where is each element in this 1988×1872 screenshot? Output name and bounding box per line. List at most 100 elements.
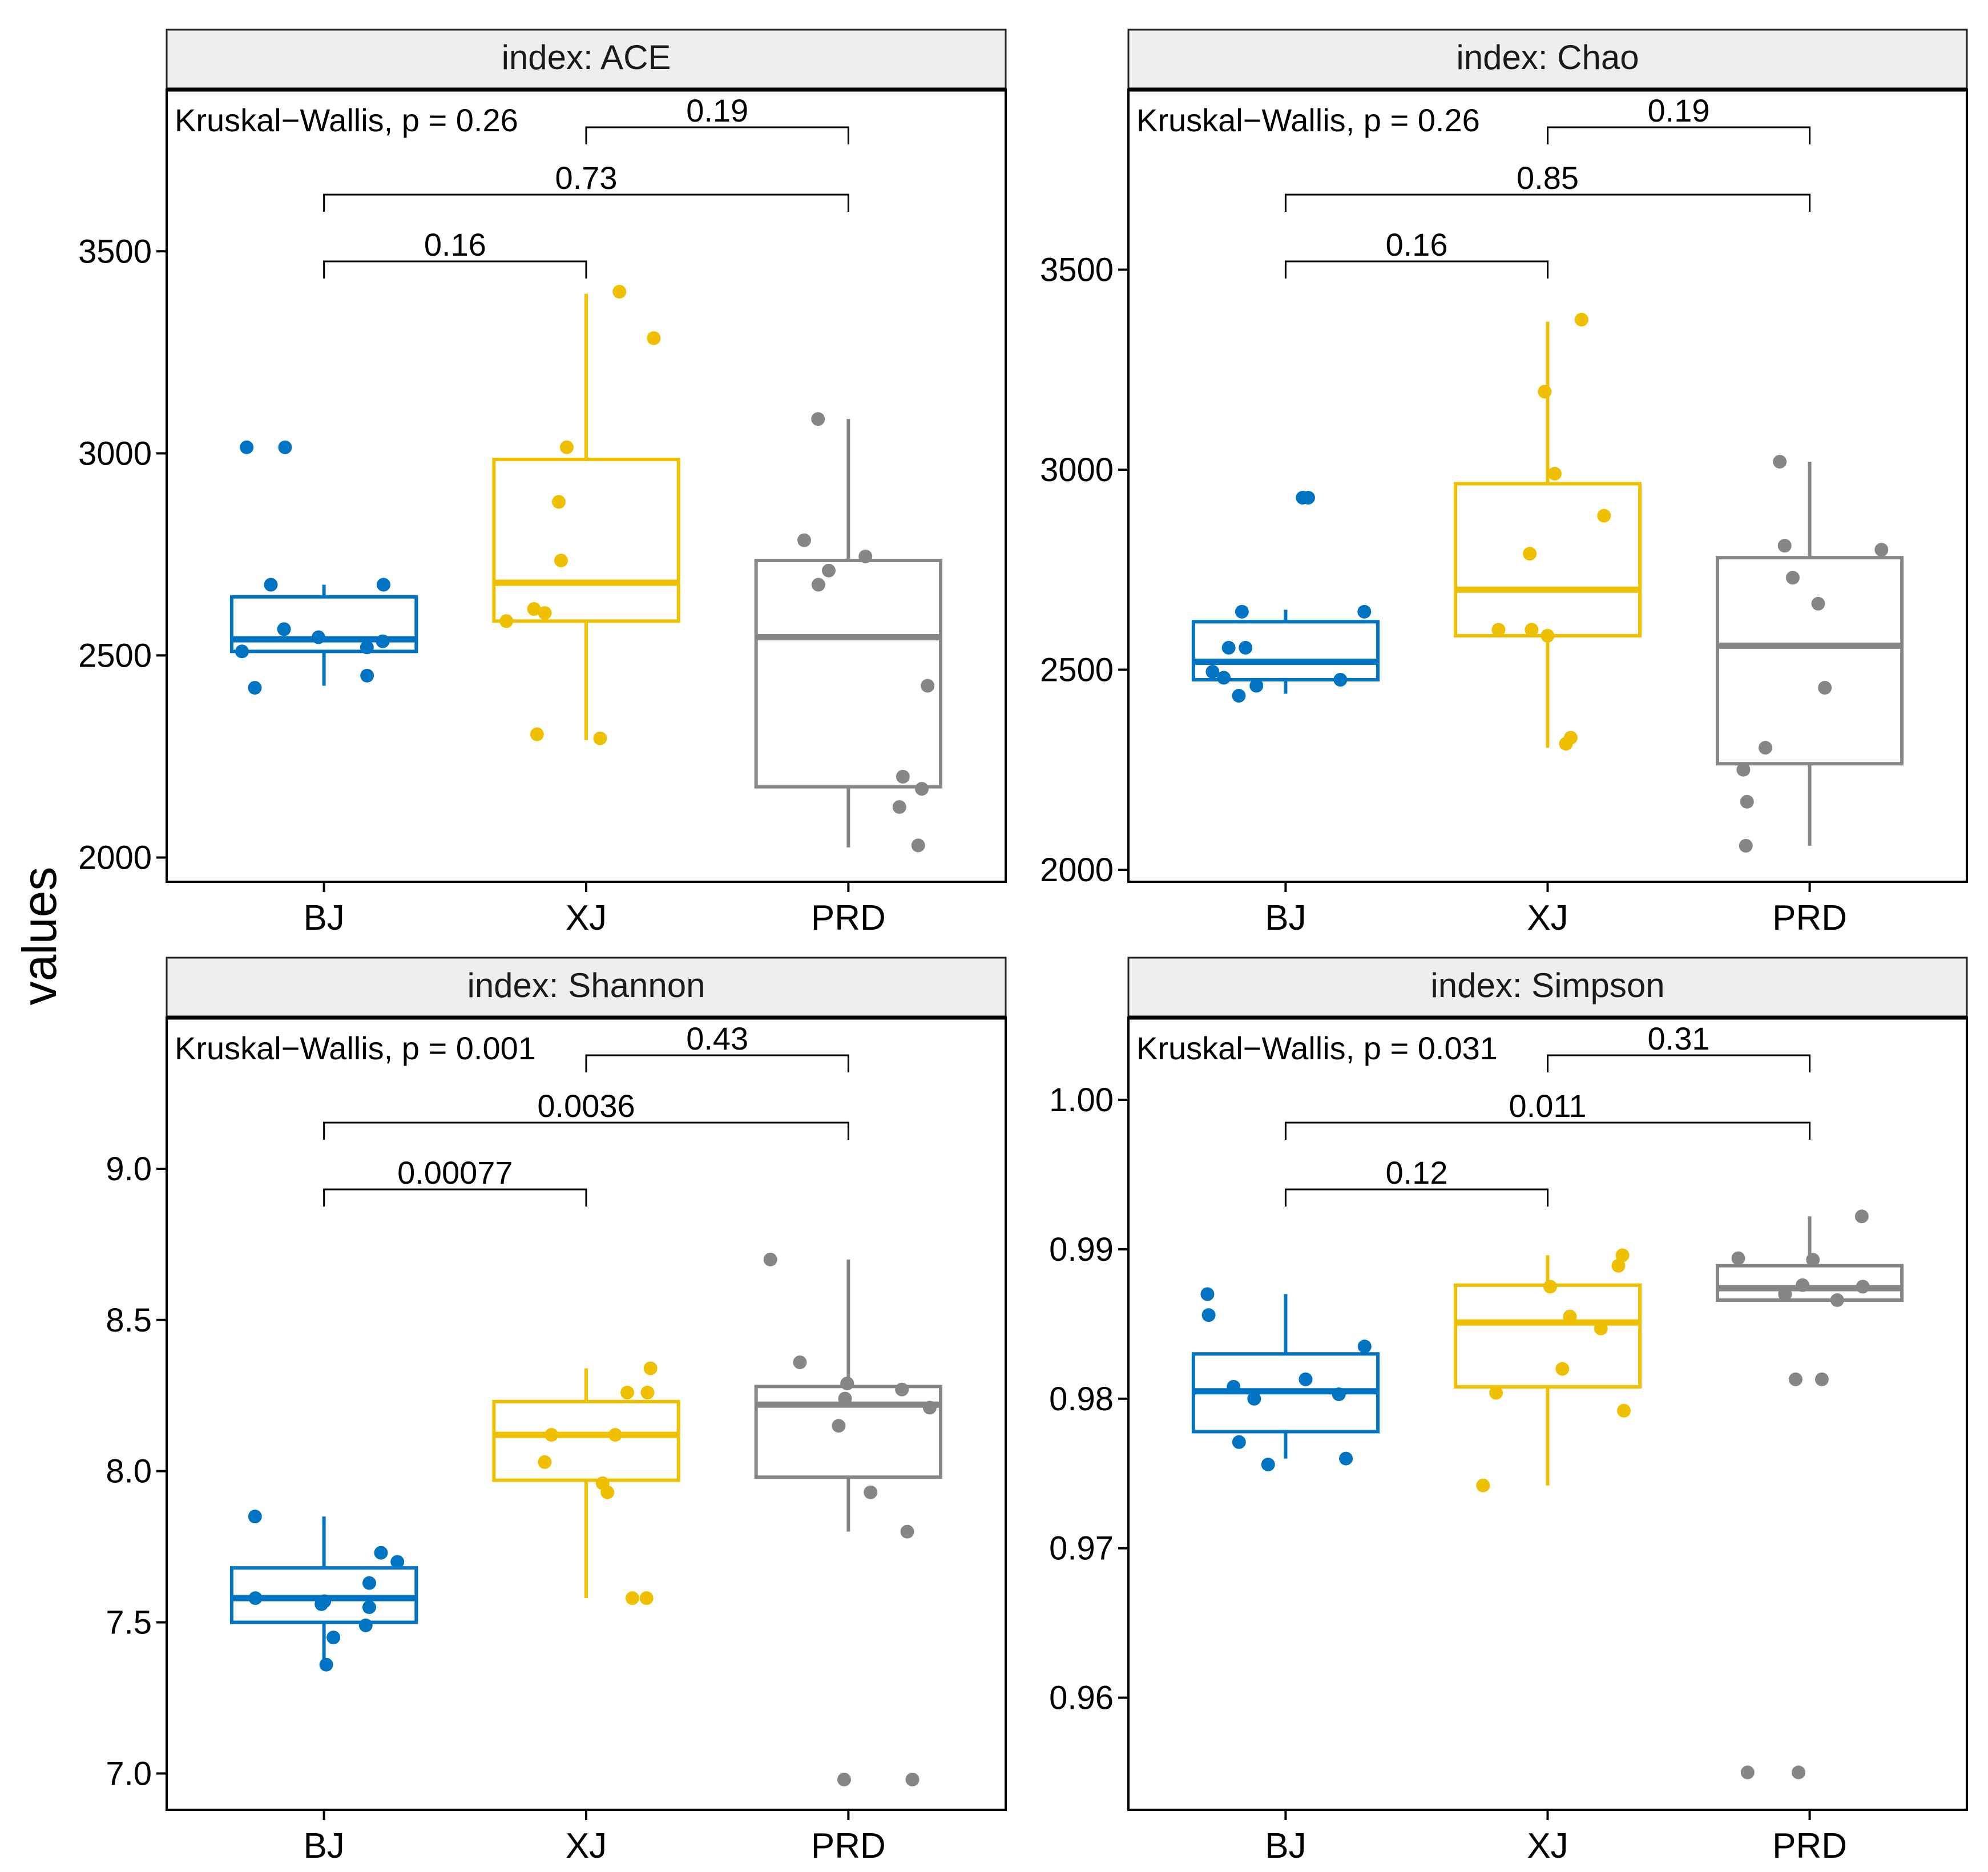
comparison-p-value: 0.00077 (397, 1155, 513, 1191)
data-point (1740, 794, 1754, 809)
strip-title: index: Shannon (467, 966, 705, 1004)
facet-panel-3: index: Shannon 7.0 7.5 8.0 8.5 9.0 BJ XJ PRD Krus… (106, 957, 1007, 1866)
comparison-bracket (1547, 1054, 1811, 1072)
data-point (1736, 762, 1751, 777)
data-point (1249, 679, 1264, 693)
data-point (527, 602, 541, 616)
y-tick-label: 2500 (78, 637, 152, 674)
data-point (895, 1382, 909, 1397)
comparison-bracket (323, 1188, 587, 1207)
data-point (545, 1428, 559, 1442)
facet-panel-4: index: Simpson 0.96 0.97 0.98 0.99 1.00 BJ XJ PR… (1049, 957, 1968, 1866)
data-point (1785, 571, 1800, 585)
y-tick-label: 3500 (1040, 251, 1114, 288)
data-point (837, 1773, 851, 1787)
data-point (376, 634, 390, 648)
data-point (235, 644, 249, 659)
x-category-label: PRD (811, 1826, 886, 1866)
comparison-bracket (1284, 260, 1549, 279)
data-point (1232, 1435, 1246, 1449)
data-point (1333, 672, 1348, 687)
comparison-bracket (323, 1121, 849, 1140)
comparison-bracket (585, 1054, 849, 1072)
data-point (248, 1591, 263, 1605)
data-point (1525, 623, 1539, 637)
y-tick-label: 9.0 (106, 1151, 152, 1188)
data-point (797, 533, 811, 547)
comparison-bracket (323, 260, 587, 279)
data-point (922, 1401, 937, 1415)
data-point (1221, 640, 1236, 655)
data-point (620, 1385, 635, 1399)
data-point (1200, 1287, 1215, 1301)
data-point (840, 1377, 854, 1391)
data-point (1538, 385, 1552, 399)
data-point (915, 782, 929, 796)
data-point (1247, 1391, 1261, 1406)
y-tick-label: 8.0 (106, 1453, 152, 1490)
strip-header (1127, 957, 1968, 1019)
data-point (538, 606, 552, 620)
data-point (1239, 640, 1253, 655)
data-point (360, 668, 374, 683)
data-point (240, 440, 254, 454)
data-point (921, 679, 935, 693)
data-point (858, 549, 873, 563)
comparison-p-value: 0.011 (1509, 1088, 1587, 1124)
data-point (1235, 604, 1249, 619)
strip-title: index: Simpson (1430, 966, 1664, 1004)
x-category-label: PRD (811, 898, 886, 938)
data-point (1792, 1765, 1806, 1780)
comparison-p-value: 0.16 (424, 227, 486, 263)
y-tick-label: 8.5 (106, 1302, 152, 1339)
data-point (1830, 1293, 1844, 1307)
box-prd (1715, 556, 1904, 766)
strip-header (166, 957, 1007, 1019)
comparison-p-value: 0.16 (1385, 227, 1447, 263)
comparison-p-value: 0.31 (1648, 1020, 1710, 1056)
data-point (811, 412, 825, 426)
facet-panel-2: index: Chao 2000 2500 3000 3500 BJ XJ PRD Kruska… (1040, 29, 1968, 938)
data-point (911, 838, 925, 853)
box-xj (492, 1399, 680, 1482)
data-point (1856, 1280, 1870, 1294)
data-point (1547, 466, 1562, 481)
data-point (864, 1485, 878, 1499)
x-category-label: BJ (303, 1826, 344, 1866)
data-point (793, 1355, 807, 1369)
y-tick-label: 2000 (78, 840, 152, 877)
x-category-label: XJ (1527, 1826, 1568, 1866)
data-point (314, 1597, 329, 1611)
data-point (538, 1455, 552, 1469)
data-point (311, 630, 325, 644)
data-point (896, 769, 910, 784)
data-point (1814, 1372, 1829, 1386)
data-point (1854, 1209, 1869, 1224)
y-tick-label: 2000 (1040, 852, 1114, 889)
x-category-label: PRD (1772, 898, 1847, 938)
data-point (554, 554, 568, 568)
data-point (900, 1524, 914, 1539)
y-tick-label: 7.0 (106, 1755, 152, 1792)
data-point (277, 622, 291, 636)
box-xj (1453, 1283, 1642, 1389)
box-xj (1453, 482, 1642, 638)
data-point (608, 1428, 622, 1442)
y-tick-label: 0.96 (1049, 1680, 1114, 1717)
y-tick-label: 3000 (78, 435, 152, 472)
y-tick-label: 0.99 (1049, 1231, 1114, 1268)
y-tick-label: 1.00 (1049, 1082, 1114, 1119)
data-point (1740, 1765, 1755, 1780)
data-point (1796, 1278, 1810, 1292)
facet-panel-1: index: ACE 2000 2500 3000 3500 BJ XJ PRD Kruskal… (78, 29, 1007, 938)
strip-header (166, 29, 1007, 91)
x-category-label: BJ (1265, 1826, 1306, 1866)
data-point (248, 1510, 262, 1524)
x-category-label: XJ (566, 1826, 607, 1866)
data-point (1773, 454, 1787, 469)
comparison-bracket (1284, 1121, 1811, 1140)
x-category-label: BJ (1265, 898, 1306, 938)
comparison-bracket (1284, 1188, 1549, 1207)
data-point (892, 800, 906, 814)
